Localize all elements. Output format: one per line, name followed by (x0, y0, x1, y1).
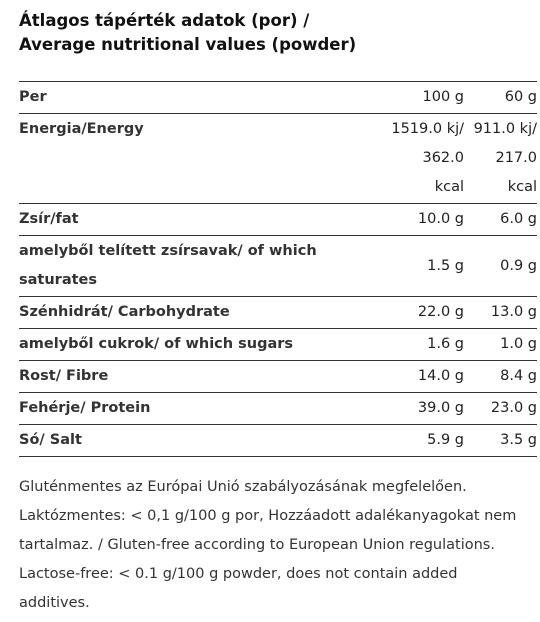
value-line: 100 g (422, 89, 465, 105)
row-label: Rost/ Fibre (19, 360, 369, 393)
value-line: 1.6 g (427, 336, 464, 352)
value-line: kcal (434, 179, 464, 195)
value-cell: 100 g (369, 81, 465, 114)
title-line: Átlagos tápérték adatok (por) / (19, 11, 310, 30)
row-label: amelyből telített zsírsavak/ of which sa… (19, 235, 369, 297)
value-line: 217.0 (495, 150, 537, 166)
row-label: Fehérje/ Protein (19, 392, 369, 425)
value-cell: 6.0 g (464, 203, 537, 236)
value-cell: 911.0 kj/217.0 kcal (464, 113, 537, 204)
value-cell: 1.0 g (464, 328, 537, 361)
value-line: 22.0 g (417, 304, 464, 320)
value-line: 1.5 g (427, 257, 464, 274)
table-row: Só/ Salt 5.9 g 3.5 g (19, 424, 537, 457)
value-line: 8.4 g (500, 368, 537, 384)
value-cell: 10.0 g (369, 203, 464, 236)
value-line: kcal (507, 179, 537, 195)
value-line: 0.9 g (500, 257, 537, 274)
value-cell: 23.0 g (464, 392, 537, 425)
title-line: Average nutritional values (powder) (19, 35, 357, 54)
value-line: 13.0 g (490, 304, 537, 320)
value-cell: 1.5 g (369, 235, 464, 297)
note: Gluténmentes az Európai Unió szabályozás… (19, 479, 517, 611)
table-row: Zsír/fat 10.0 g 6.0 g (19, 203, 537, 236)
value-cell: 39.0 g (369, 392, 464, 425)
value-line: 1519.0 kj/ (391, 121, 464, 137)
value-cell: 14.0 g (369, 360, 464, 393)
value-cell: 22.0 g (369, 296, 464, 329)
value-cell: 3.5 g (464, 424, 537, 457)
row-label: Zsír/fat (19, 203, 369, 236)
value-line: 911.0 kj/ (473, 121, 537, 137)
value-line: 60 g (504, 89, 537, 105)
nutrition-table: Per 100 g 60 g Energia/Energy 1519.0 kj/362.… (19, 81, 537, 457)
table-row: amelyből cukrok/ of which sugars 1.6 g 1.0… (19, 328, 537, 361)
value-line: 1.0 g (500, 336, 537, 352)
value-cell: 5.9 g (369, 424, 464, 457)
row-label: Energia/Energy (19, 113, 369, 204)
value-cell: 13.0 g (464, 296, 537, 329)
value-line: 23.0 g (490, 400, 537, 416)
row-label: amelyből cukrok/ of which sugars (19, 328, 369, 361)
value-cell: 8.4 g (464, 360, 537, 393)
table-row: amelyből telített zsírsavak/ of which sa… (19, 235, 537, 297)
value-cell: 1519.0 kj/362.0 kcal (369, 113, 464, 204)
table-row: Rost/ Fibre 14.0 g 8.4 g (19, 360, 537, 393)
value-line: 14.0 g (417, 368, 464, 384)
value-line: 362.0 (422, 150, 464, 166)
value-cell: 1.6 g (369, 328, 464, 361)
table-row: Szénhidrát/ Carbohydrate 22.0 g 13.0 g (19, 296, 537, 329)
table-row: Energia/Energy 1519.0 kj/362.0 kcal 911.0 k… (19, 113, 537, 204)
table-row: Per 100 g 60 g (19, 81, 537, 114)
row-label: Só/ Salt (19, 424, 369, 457)
row-label: Szénhidrát/ Carbohydrate (19, 296, 369, 329)
value-line: 3.5 g (500, 432, 537, 448)
value-line: 6.0 g (500, 211, 537, 227)
value-cell: 60 g (464, 81, 537, 114)
title: Átlagos tápérték adatok (por) / Average n… (19, 9, 356, 57)
value-line: 39.0 g (417, 400, 464, 416)
table-row: Fehérje/ Protein 39.0 g 23.0 g (19, 392, 537, 425)
value-cell: 0.9 g (464, 235, 537, 297)
value-line: 10.0 g (417, 211, 464, 227)
row-label: Per (19, 81, 369, 114)
value-line: 5.9 g (427, 432, 464, 448)
